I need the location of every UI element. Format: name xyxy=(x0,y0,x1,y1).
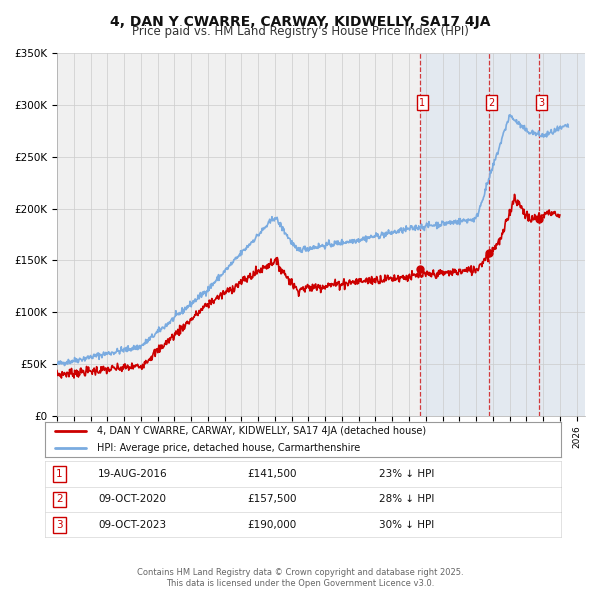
Text: 4, DAN Y CWARRE, CARWAY, KIDWELLY, SA17 4JA: 4, DAN Y CWARRE, CARWAY, KIDWELLY, SA17 … xyxy=(110,15,490,29)
Text: 3: 3 xyxy=(56,520,63,530)
Text: £141,500: £141,500 xyxy=(247,469,297,479)
Text: 4, DAN Y CWARRE, CARWAY, KIDWELLY, SA17 4JA (detached house): 4, DAN Y CWARRE, CARWAY, KIDWELLY, SA17 … xyxy=(97,427,426,437)
Bar xyxy=(539,53,585,416)
Text: Contains HM Land Registry data © Crown copyright and database right 2025.
This d: Contains HM Land Registry data © Crown c… xyxy=(137,568,463,588)
Text: 2: 2 xyxy=(488,98,494,108)
Text: 19-AUG-2016: 19-AUG-2016 xyxy=(98,469,167,479)
Text: 30% ↓ HPI: 30% ↓ HPI xyxy=(379,520,434,530)
Text: 1: 1 xyxy=(419,98,425,108)
Text: £190,000: £190,000 xyxy=(247,520,296,530)
Text: 09-OCT-2023: 09-OCT-2023 xyxy=(98,520,167,530)
Bar xyxy=(489,53,539,416)
Text: £157,500: £157,500 xyxy=(247,494,297,504)
Text: 09-OCT-2020: 09-OCT-2020 xyxy=(99,494,167,504)
Text: 3: 3 xyxy=(539,98,545,108)
Text: 23% ↓ HPI: 23% ↓ HPI xyxy=(379,469,434,479)
Text: 2: 2 xyxy=(56,494,63,504)
Text: 1: 1 xyxy=(56,469,63,479)
Text: HPI: Average price, detached house, Carmarthenshire: HPI: Average price, detached house, Carm… xyxy=(97,442,360,453)
Text: 28% ↓ HPI: 28% ↓ HPI xyxy=(379,494,434,504)
Text: Price paid vs. HM Land Registry's House Price Index (HPI): Price paid vs. HM Land Registry's House … xyxy=(131,25,469,38)
Bar xyxy=(419,53,489,416)
